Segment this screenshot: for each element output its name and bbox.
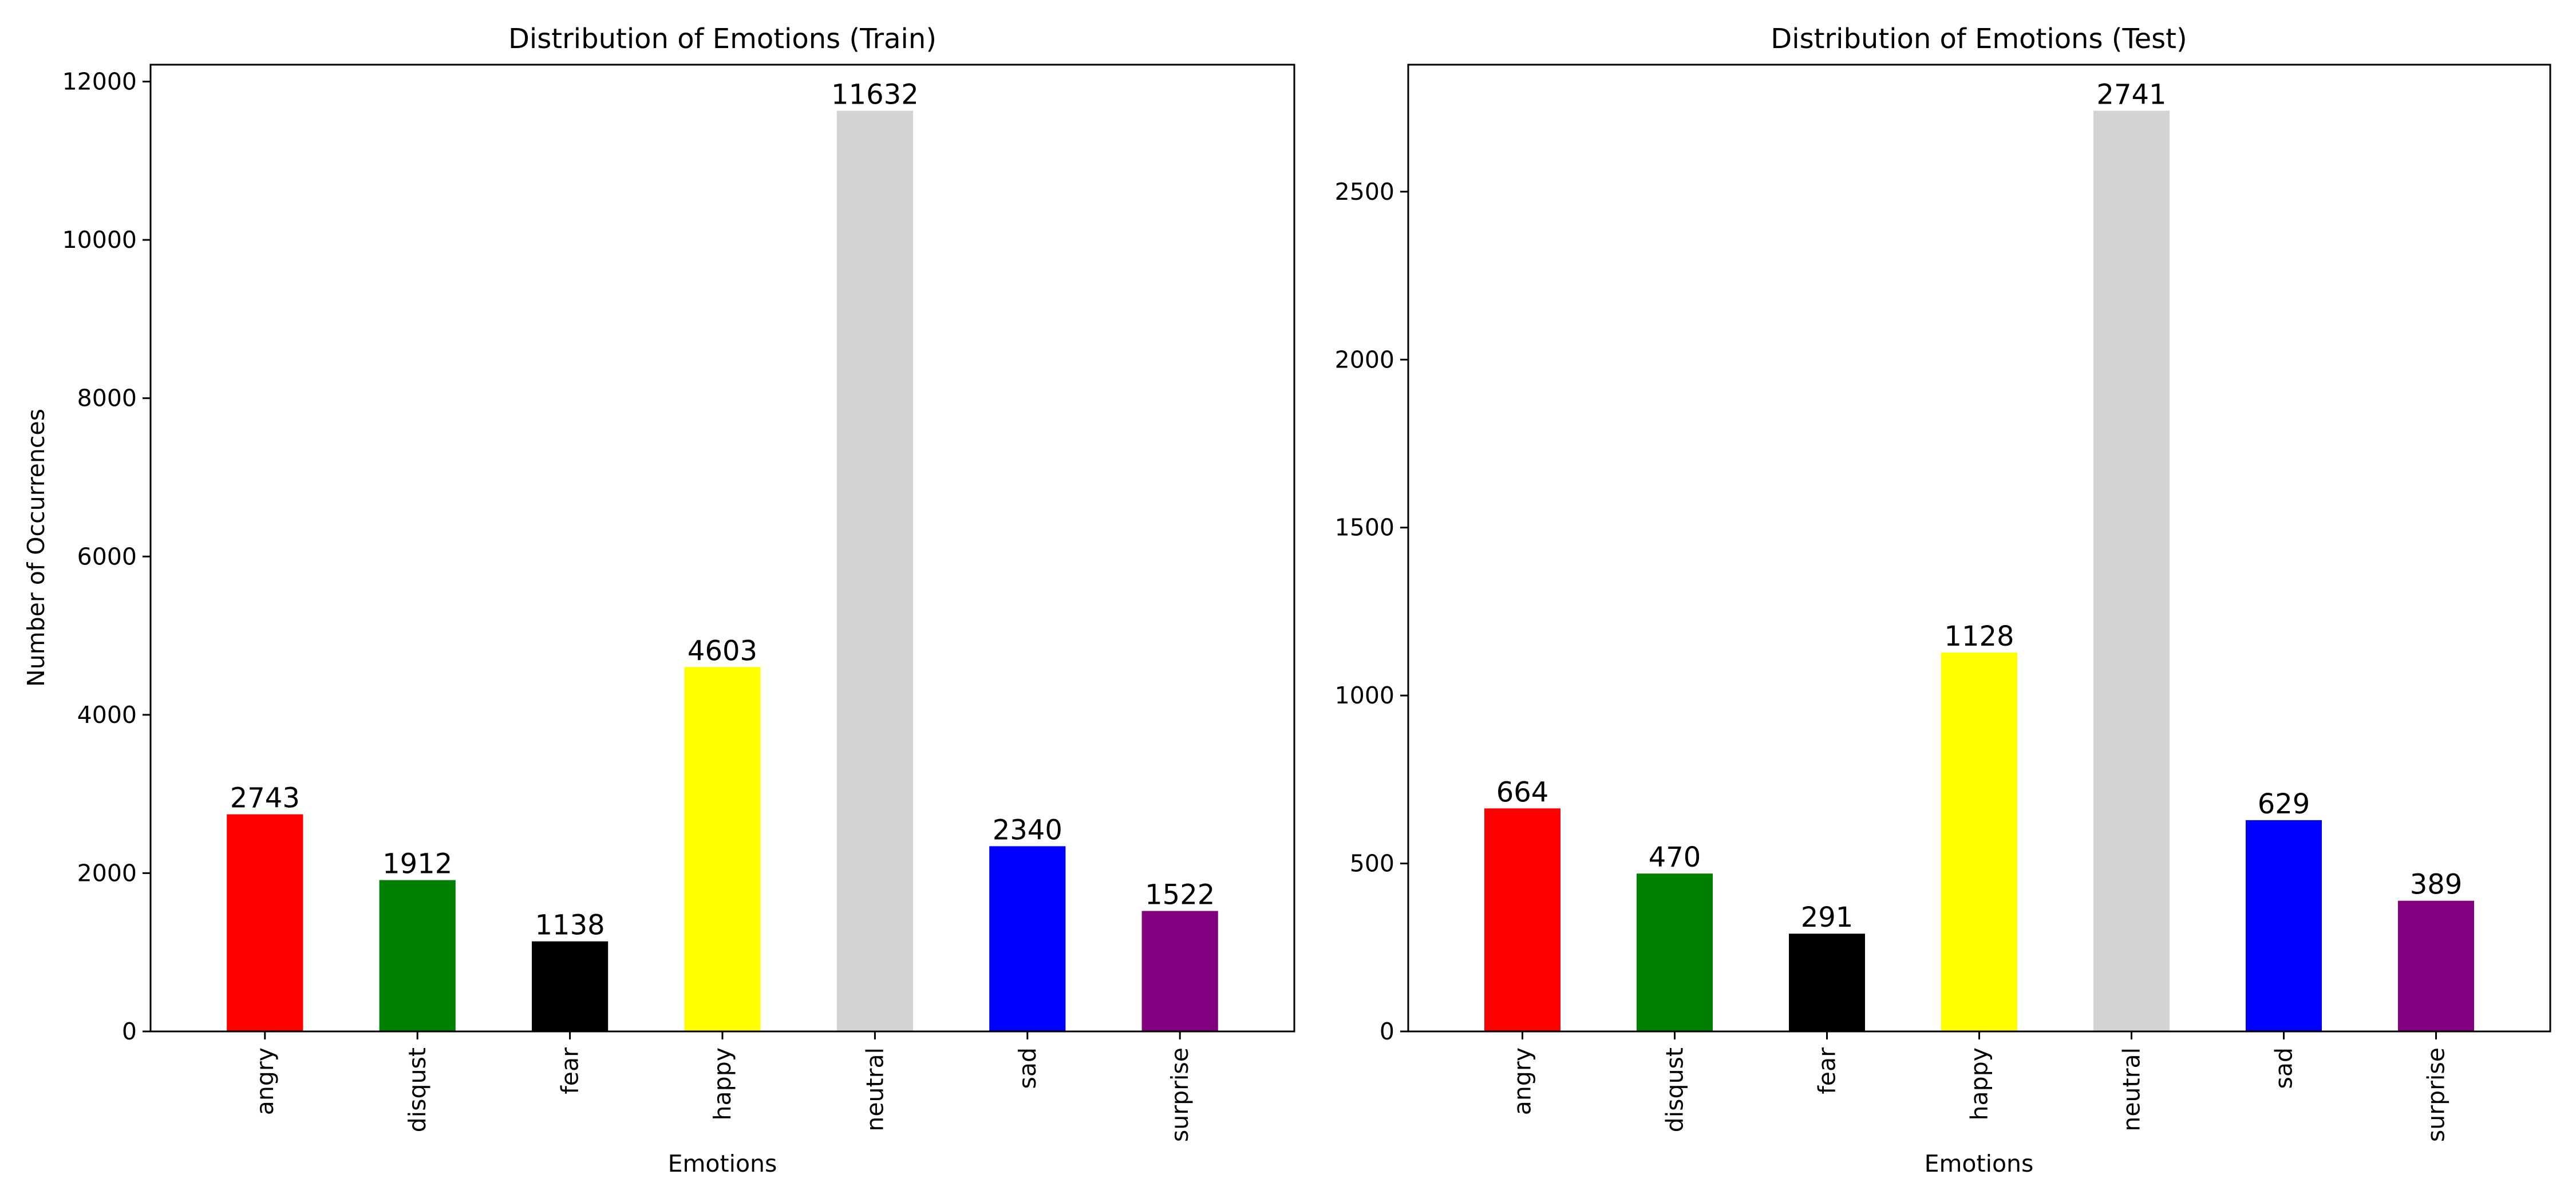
test-data-label-disqust: 470 [1649, 841, 1701, 873]
test-chart-panel: Distribution of Emotions (Test) 664 470 29… [1335, 23, 2551, 1177]
test-y-axis: 0 500 1000 1500 2000 2500 [1335, 178, 1408, 1045]
test-x-tick-label-angry: angry [1509, 1047, 1536, 1115]
train-y-tick-label: 0 [122, 1018, 137, 1045]
test-data-label-fear: 291 [1801, 902, 1854, 934]
train-bar-neutral [836, 110, 913, 1031]
train-bar-sad [989, 846, 1066, 1031]
train-x-axis: angry disqust fear happy neutral sad surprise [251, 1031, 1194, 1142]
train-y-tick-label: 6000 [77, 543, 137, 570]
test-x-tick-label-disqust: disqust [1661, 1047, 1689, 1132]
train-bar-happy [684, 667, 761, 1031]
test-y-tick-label: 1500 [1335, 514, 1394, 541]
test-data-label-sad: 629 [2258, 788, 2310, 820]
test-y-tick-label: 0 [1380, 1018, 1394, 1045]
train-bar-angry [227, 814, 303, 1031]
train-data-label-happy: 4603 [688, 635, 757, 667]
train-y-tick-label: 8000 [77, 385, 137, 412]
test-x-axis: angry disqust fear happy neutral sad surprise [1509, 1031, 2450, 1142]
test-x-tick-label-neutral: neutral [2118, 1047, 2146, 1132]
test-y-tick-label: 500 [1350, 850, 1394, 877]
test-bar-fear [1789, 934, 1865, 1031]
train-data-label-fear: 1138 [535, 910, 605, 942]
test-chart-title: Distribution of Emotions (Test) [1771, 23, 2187, 55]
train-x-tick-label-happy: happy [709, 1047, 736, 1120]
test-x-tick-label-sad: sad [2270, 1047, 2298, 1089]
test-data-label-surprise: 389 [2410, 869, 2463, 901]
test-bar-happy [1941, 653, 2017, 1031]
test-data-label-neutral: 2741 [2096, 78, 2166, 110]
train-y-axis: 0 2000 4000 6000 8000 10000 12000 [62, 68, 151, 1045]
train-y-tick-label: 10000 [62, 226, 137, 254]
train-data-label-surprise: 1522 [1145, 879, 1215, 911]
train-x-tick-label-fear: fear [556, 1047, 584, 1094]
test-y-tick-label: 2500 [1335, 178, 1394, 205]
test-plot-frame [1407, 64, 2551, 1033]
train-bar-surprise [1141, 911, 1218, 1031]
train-y-axis-label: Number of Occurrences [22, 409, 50, 687]
test-x-tick-label-surprise: surprise [2423, 1047, 2450, 1142]
test-bar-surprise [2398, 900, 2474, 1031]
train-chart-panel: Distribution of Emotions (Train) 2743 191… [22, 23, 1295, 1177]
train-y-tick-label: 2000 [77, 859, 137, 887]
train-data-label-angry: 2743 [230, 782, 300, 814]
test-bar-angry [1484, 808, 1560, 1031]
test-bar-neutral [2093, 110, 2170, 1031]
test-bars: 664 470 291 1128 2741 629 389 [1484, 78, 2474, 1031]
test-x-tick-label-happy: happy [1966, 1047, 1993, 1120]
test-y-tick-label: 1000 [1335, 682, 1394, 709]
train-x-tick-label-disqust: disqust [404, 1047, 431, 1132]
train-bar-fear [532, 941, 609, 1031]
test-data-label-happy: 1128 [1944, 620, 2014, 653]
test-x-tick-label-fear: fear [1814, 1047, 1841, 1094]
train-y-tick-label: 4000 [77, 701, 137, 729]
test-data-label-angry: 664 [1496, 776, 1549, 808]
train-bars: 2743 1912 1138 4603 11632 2340 1522 [227, 78, 1218, 1031]
train-x-tick-label-surprise: surprise [1166, 1047, 1194, 1142]
train-x-tick-label-neutral: neutral [861, 1047, 888, 1132]
train-bar-disqust [379, 880, 456, 1031]
train-plot-frame [149, 64, 1295, 1033]
train-chart-title: Distribution of Emotions (Train) [508, 23, 937, 55]
train-x-axis-label: Emotions [668, 1150, 777, 1177]
train-data-label-sad: 2340 [993, 814, 1062, 846]
train-x-tick-label-angry: angry [251, 1047, 279, 1115]
train-data-label-disqust: 1912 [382, 848, 452, 880]
test-y-tick-label: 2000 [1335, 346, 1394, 373]
train-y-tick-label: 12000 [62, 68, 137, 96]
test-bar-disqust [1637, 873, 1713, 1031]
test-x-axis-label: Emotions [1925, 1150, 2034, 1177]
test-bar-sad [2246, 820, 2322, 1031]
train-x-tick-label-sad: sad [1014, 1047, 1041, 1089]
train-data-label-neutral: 11632 [831, 78, 919, 110]
